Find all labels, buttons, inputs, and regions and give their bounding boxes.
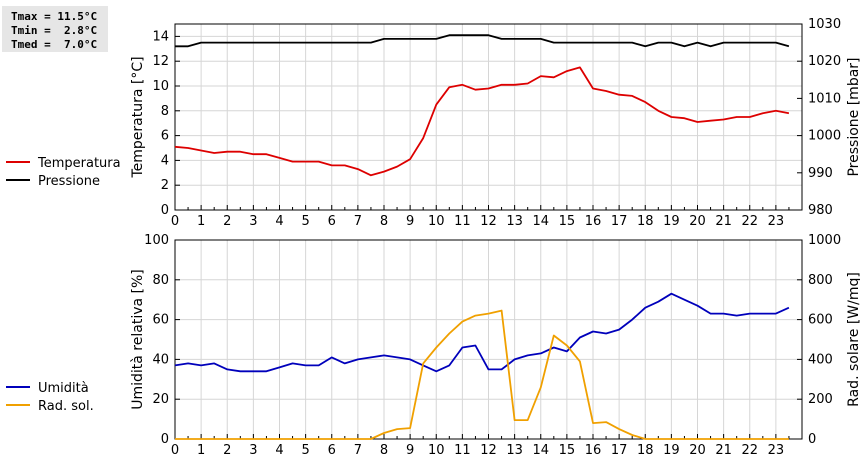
x-tick-label: 15 — [559, 443, 576, 458]
y-tick-label: 4 — [161, 153, 169, 168]
x-tick-label: 0 — [171, 443, 179, 458]
y-tick-label: 8 — [161, 104, 169, 119]
y-tick-label: 14 — [152, 29, 169, 44]
x-tick-label: 20 — [689, 214, 706, 229]
stat-tmed: Tmed = 7.0°C — [11, 38, 98, 51]
x-tick-label: 21 — [715, 214, 732, 229]
x-tick-label: 16 — [585, 443, 602, 458]
x-tick-label: 11 — [454, 443, 471, 458]
x-tick-label: 10 — [428, 214, 445, 229]
x-tick-label: 5 — [301, 443, 309, 458]
x-tick-label: 20 — [689, 443, 706, 458]
legend-label: Rad. sol. — [38, 399, 94, 414]
x-tick-label: 3 — [249, 443, 257, 458]
stat-tmin: Tmin = 2.8°C — [11, 24, 98, 37]
x-tick-label: 23 — [768, 443, 785, 458]
y2-tick-label: 400 — [808, 352, 833, 367]
y-tick-label: 40 — [152, 352, 169, 367]
x-tick-label: 14 — [532, 443, 549, 458]
y-axis-title: Temperatura [°C] — [130, 56, 146, 178]
y2-axis-title: Pressione [mbar] — [846, 57, 860, 176]
y2-tick-label: 800 — [808, 273, 833, 288]
x-tick-label: 0 — [171, 214, 179, 229]
y2-tick-label: 200 — [808, 392, 833, 407]
y2-axis-title: Rad. solare [W/mq] — [846, 272, 860, 407]
y-tick-label: 2 — [161, 178, 169, 193]
x-tick-label: 19 — [663, 443, 680, 458]
x-tick-label: 9 — [406, 443, 414, 458]
x-tick-label: 21 — [715, 443, 732, 458]
series-line-umidit- — [174, 292, 790, 373]
series-line-temperatura — [174, 66, 790, 177]
x-tick-label: 17 — [611, 443, 628, 458]
legend-label: Pressione — [38, 174, 100, 189]
x-tick-label: 11 — [454, 214, 471, 229]
series-line-pressione — [175, 34, 790, 48]
legend-label: Temperatura — [37, 156, 121, 171]
plot-frame — [174, 239, 803, 440]
x-tick-label: 4 — [275, 443, 283, 458]
y2-tick-label: 1020 — [808, 54, 841, 69]
series-line-rad-sol- — [175, 309, 789, 440]
x-tick-label: 18 — [637, 214, 654, 229]
y2-tick-label: 1010 — [808, 91, 841, 106]
x-tick-label: 8 — [380, 214, 388, 229]
y2-tick-label: 600 — [808, 313, 833, 328]
y-tick-label: 0 — [161, 203, 169, 218]
y-tick-label: 0 — [161, 432, 169, 447]
y-tick-label: 100 — [144, 233, 169, 248]
y2-tick-label: 990 — [808, 166, 833, 181]
y-tick-label: 6 — [161, 129, 169, 144]
x-tick-label: 22 — [741, 214, 758, 229]
plot-frame — [174, 23, 803, 211]
x-tick-label: 1 — [197, 443, 205, 458]
x-tick-label: 8 — [380, 443, 388, 458]
x-tick-label: 13 — [506, 443, 523, 458]
x-tick-label: 9 — [406, 214, 414, 229]
x-tick-label: 15 — [559, 214, 576, 229]
x-tick-label: 12 — [480, 214, 497, 229]
stat-tmax: Tmax = 11.5°C — [11, 10, 98, 23]
x-tick-label: 2 — [223, 443, 231, 458]
y-tick-label: 60 — [152, 313, 169, 328]
y-tick-label: 10 — [152, 79, 169, 94]
x-tick-label: 2 — [223, 214, 231, 229]
x-tick-label: 17 — [611, 214, 628, 229]
x-tick-label: 6 — [328, 443, 336, 458]
y-tick-label: 12 — [152, 54, 169, 69]
y2-tick-label: 1030 — [808, 17, 841, 32]
x-tick-label: 7 — [354, 214, 362, 229]
y2-tick-label: 1000 — [808, 233, 841, 248]
stats-box: Tmax = 11.5°C Tmin = 2.8°C Tmed = 7.0°C — [2, 6, 108, 52]
y2-tick-label: 0 — [808, 432, 816, 447]
x-tick-label: 22 — [741, 443, 758, 458]
y2-tick-label: 980 — [808, 203, 833, 218]
x-tick-label: 7 — [354, 443, 362, 458]
x-tick-label: 6 — [328, 214, 336, 229]
x-tick-label: 5 — [301, 214, 309, 229]
x-tick-label: 1 — [197, 214, 205, 229]
x-tick-label: 3 — [249, 214, 257, 229]
x-tick-label: 23 — [768, 214, 785, 229]
y2-tick-label: 1000 — [808, 129, 841, 144]
y-tick-label: 80 — [152, 273, 169, 288]
x-tick-label: 13 — [506, 214, 523, 229]
x-tick-label: 19 — [663, 214, 680, 229]
x-tick-label: 10 — [428, 443, 445, 458]
x-tick-label: 12 — [480, 443, 497, 458]
y-tick-label: 20 — [152, 392, 169, 407]
x-tick-label: 4 — [275, 214, 283, 229]
x-tick-label: 18 — [637, 443, 654, 458]
x-tick-label: 14 — [532, 214, 549, 229]
legend-label: Umidità — [38, 381, 89, 396]
y-axis-title: Umidità relativa [%] — [130, 269, 146, 410]
x-tick-label: 16 — [585, 214, 602, 229]
